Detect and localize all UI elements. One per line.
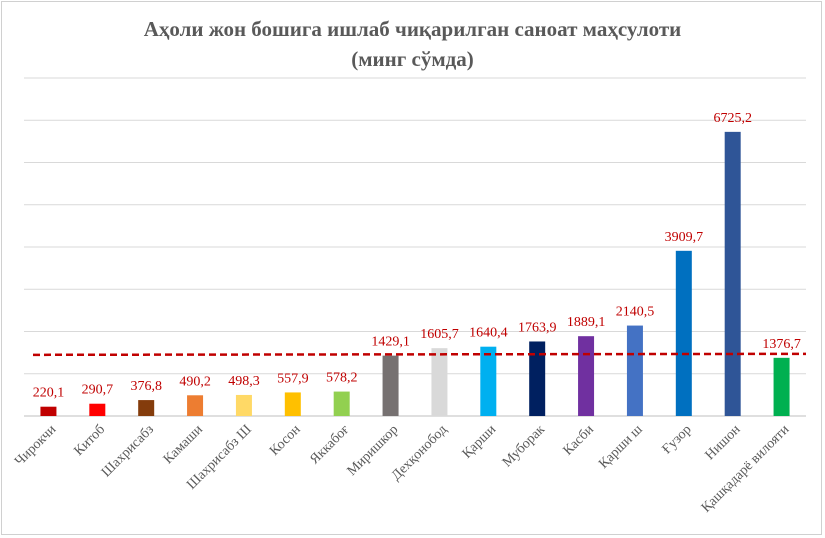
data-label: 1889,1 xyxy=(567,315,606,330)
category-label: Қарши xyxy=(460,422,500,462)
data-label: 1429,1 xyxy=(371,335,410,350)
category-label: Яккабоғ xyxy=(307,422,352,467)
bar xyxy=(284,392,301,416)
category-label: Шахрисабз xyxy=(99,422,157,480)
bar xyxy=(89,403,106,416)
category-label: Косон xyxy=(267,422,304,459)
chart-title-line-1: Аҳоли жон бошига ишлаб чиқарилган саноат… xyxy=(143,17,682,41)
bar xyxy=(333,391,350,416)
chart-title: Аҳоли жон бошига ишлаб чиқарилган саноат… xyxy=(0,14,825,74)
category-label: Китоб xyxy=(71,422,108,459)
category-label: Нишон xyxy=(703,422,744,463)
bar xyxy=(724,131,741,417)
data-label: 1376,7 xyxy=(762,337,801,352)
bar xyxy=(382,355,399,416)
category-label: Камаши xyxy=(161,422,206,467)
data-label: 490,2 xyxy=(179,374,211,389)
data-label: 1763,9 xyxy=(518,320,557,335)
bar xyxy=(578,336,595,416)
data-label: 290,7 xyxy=(82,383,114,398)
bar xyxy=(40,406,57,416)
bar xyxy=(626,325,643,416)
category-label: Қарши ш xyxy=(596,422,646,472)
data-label: 498,3 xyxy=(228,374,260,389)
data-label: 6725,2 xyxy=(713,111,752,126)
data-label: 376,8 xyxy=(130,379,162,394)
bar xyxy=(675,250,692,416)
category-label: Касби xyxy=(561,422,598,459)
bar xyxy=(138,400,155,416)
bar xyxy=(235,394,252,416)
category-label: Муборак xyxy=(500,422,548,470)
data-label: 3909,7 xyxy=(665,230,704,245)
bar xyxy=(187,395,204,416)
data-label: 557,9 xyxy=(277,371,309,386)
bar xyxy=(529,341,546,416)
bar xyxy=(431,348,448,416)
data-label: 1605,7 xyxy=(420,327,459,342)
bar xyxy=(480,346,497,416)
category-label: Ғузор xyxy=(660,422,695,457)
data-label: 578,2 xyxy=(326,371,358,386)
data-label: 220,1 xyxy=(33,386,65,401)
bar xyxy=(773,357,790,416)
data-label: 1640,4 xyxy=(469,326,508,341)
category-label: Қашқадарё вилояти xyxy=(699,422,793,516)
chart-title-line-2: (минг сўмда) xyxy=(351,47,474,71)
data-label: 2140,5 xyxy=(616,305,655,320)
reference-line xyxy=(32,352,807,357)
category-label: Чирокчи xyxy=(12,422,59,469)
